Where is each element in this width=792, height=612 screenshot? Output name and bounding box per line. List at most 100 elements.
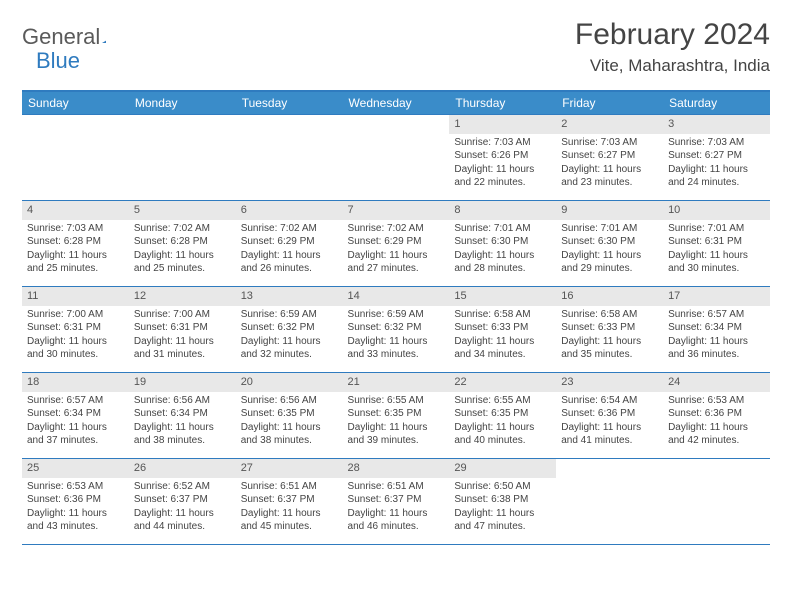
- day-number: 8: [449, 201, 556, 220]
- day-details: Sunrise: 6:56 AMSunset: 6:35 PMDaylight:…: [236, 392, 343, 452]
- calendar-cell: 7Sunrise: 7:02 AMSunset: 6:29 PMDaylight…: [343, 201, 450, 287]
- calendar-table: SundayMondayTuesdayWednesdayThursdayFrid…: [22, 90, 770, 545]
- calendar-cell: 18Sunrise: 6:57 AMSunset: 6:34 PMDayligh…: [22, 373, 129, 459]
- day-number: 27: [236, 459, 343, 478]
- day-details: Sunrise: 7:01 AMSunset: 6:30 PMDaylight:…: [449, 220, 556, 280]
- day-details: Sunrise: 7:00 AMSunset: 6:31 PMDaylight:…: [22, 306, 129, 366]
- calendar-cell: 19Sunrise: 6:56 AMSunset: 6:34 PMDayligh…: [129, 373, 236, 459]
- day-details: Sunrise: 7:01 AMSunset: 6:30 PMDaylight:…: [556, 220, 663, 280]
- day-number: 7: [343, 201, 450, 220]
- calendar-cell: 21Sunrise: 6:55 AMSunset: 6:35 PMDayligh…: [343, 373, 450, 459]
- calendar-cell: 13Sunrise: 6:59 AMSunset: 6:32 PMDayligh…: [236, 287, 343, 373]
- calendar-cell: [129, 115, 236, 201]
- calendar-row: 4Sunrise: 7:03 AMSunset: 6:28 PMDaylight…: [22, 201, 770, 287]
- day-number: 25: [22, 459, 129, 478]
- calendar-cell: 20Sunrise: 6:56 AMSunset: 6:35 PMDayligh…: [236, 373, 343, 459]
- day-details: Sunrise: 6:55 AMSunset: 6:35 PMDaylight:…: [343, 392, 450, 452]
- weekday-header: Saturday: [663, 91, 770, 115]
- calendar-cell: 11Sunrise: 7:00 AMSunset: 6:31 PMDayligh…: [22, 287, 129, 373]
- weekday-header: Monday: [129, 91, 236, 115]
- logo-triangle-icon: [102, 29, 106, 45]
- calendar-row: 1Sunrise: 7:03 AMSunset: 6:26 PMDaylight…: [22, 115, 770, 201]
- calendar-cell: 10Sunrise: 7:01 AMSunset: 6:31 PMDayligh…: [663, 201, 770, 287]
- month-title: February 2024: [575, 18, 770, 52]
- calendar-cell: 6Sunrise: 7:02 AMSunset: 6:29 PMDaylight…: [236, 201, 343, 287]
- logo-text-2-wrap: Blue: [36, 48, 80, 74]
- calendar-cell: 17Sunrise: 6:57 AMSunset: 6:34 PMDayligh…: [663, 287, 770, 373]
- weekday-header: Thursday: [449, 91, 556, 115]
- header: General February 2024 Vite, Maharashtra,…: [22, 18, 770, 76]
- day-details: Sunrise: 6:59 AMSunset: 6:32 PMDaylight:…: [343, 306, 450, 366]
- calendar-cell: 12Sunrise: 7:00 AMSunset: 6:31 PMDayligh…: [129, 287, 236, 373]
- day-details: Sunrise: 7:02 AMSunset: 6:29 PMDaylight:…: [343, 220, 450, 280]
- day-number: 28: [343, 459, 450, 478]
- calendar-row: 11Sunrise: 7:00 AMSunset: 6:31 PMDayligh…: [22, 287, 770, 373]
- day-number: 23: [556, 373, 663, 392]
- day-number: 3: [663, 115, 770, 134]
- calendar-body: 1Sunrise: 7:03 AMSunset: 6:26 PMDaylight…: [22, 115, 770, 545]
- day-number: 2: [556, 115, 663, 134]
- day-number: 6: [236, 201, 343, 220]
- weekday-header: Wednesday: [343, 91, 450, 115]
- calendar-head: SundayMondayTuesdayWednesdayThursdayFrid…: [22, 91, 770, 115]
- calendar-cell: 9Sunrise: 7:01 AMSunset: 6:30 PMDaylight…: [556, 201, 663, 287]
- logo-text-1: General: [22, 24, 100, 50]
- day-number: 24: [663, 373, 770, 392]
- calendar-cell: 2Sunrise: 7:03 AMSunset: 6:27 PMDaylight…: [556, 115, 663, 201]
- day-details: Sunrise: 6:54 AMSunset: 6:36 PMDaylight:…: [556, 392, 663, 452]
- day-details: Sunrise: 7:00 AMSunset: 6:31 PMDaylight:…: [129, 306, 236, 366]
- day-details: Sunrise: 6:58 AMSunset: 6:33 PMDaylight:…: [449, 306, 556, 366]
- calendar-cell: 29Sunrise: 6:50 AMSunset: 6:38 PMDayligh…: [449, 459, 556, 545]
- calendar-cell: 8Sunrise: 7:01 AMSunset: 6:30 PMDaylight…: [449, 201, 556, 287]
- calendar-row: 18Sunrise: 6:57 AMSunset: 6:34 PMDayligh…: [22, 373, 770, 459]
- day-number: 4: [22, 201, 129, 220]
- calendar-cell: 4Sunrise: 7:03 AMSunset: 6:28 PMDaylight…: [22, 201, 129, 287]
- day-number: 13: [236, 287, 343, 306]
- day-details: Sunrise: 7:03 AMSunset: 6:27 PMDaylight:…: [556, 134, 663, 194]
- calendar-cell: 25Sunrise: 6:53 AMSunset: 6:36 PMDayligh…: [22, 459, 129, 545]
- day-number: 12: [129, 287, 236, 306]
- day-details: Sunrise: 6:51 AMSunset: 6:37 PMDaylight:…: [343, 478, 450, 538]
- day-number: 15: [449, 287, 556, 306]
- weekday-row: SundayMondayTuesdayWednesdayThursdayFrid…: [22, 91, 770, 115]
- day-number: 20: [236, 373, 343, 392]
- day-details: Sunrise: 6:53 AMSunset: 6:36 PMDaylight:…: [663, 392, 770, 452]
- day-details: Sunrise: 6:55 AMSunset: 6:35 PMDaylight:…: [449, 392, 556, 452]
- calendar-cell: 5Sunrise: 7:02 AMSunset: 6:28 PMDaylight…: [129, 201, 236, 287]
- day-number: 21: [343, 373, 450, 392]
- day-details: Sunrise: 6:52 AMSunset: 6:37 PMDaylight:…: [129, 478, 236, 538]
- day-number: 26: [129, 459, 236, 478]
- weekday-header: Tuesday: [236, 91, 343, 115]
- calendar-cell: 26Sunrise: 6:52 AMSunset: 6:37 PMDayligh…: [129, 459, 236, 545]
- logo-text-2: Blue: [36, 48, 80, 73]
- day-number: 19: [129, 373, 236, 392]
- calendar-cell: 23Sunrise: 6:54 AMSunset: 6:36 PMDayligh…: [556, 373, 663, 459]
- day-details: Sunrise: 7:01 AMSunset: 6:31 PMDaylight:…: [663, 220, 770, 280]
- day-details: Sunrise: 6:53 AMSunset: 6:36 PMDaylight:…: [22, 478, 129, 538]
- logo: General: [22, 18, 126, 50]
- day-number: 9: [556, 201, 663, 220]
- calendar-cell: 27Sunrise: 6:51 AMSunset: 6:37 PMDayligh…: [236, 459, 343, 545]
- day-number: 10: [663, 201, 770, 220]
- calendar-cell: [236, 115, 343, 201]
- day-details: Sunrise: 7:02 AMSunset: 6:28 PMDaylight:…: [129, 220, 236, 280]
- day-details: Sunrise: 7:02 AMSunset: 6:29 PMDaylight:…: [236, 220, 343, 280]
- day-number: 17: [663, 287, 770, 306]
- calendar-cell: 3Sunrise: 7:03 AMSunset: 6:27 PMDaylight…: [663, 115, 770, 201]
- day-details: Sunrise: 6:57 AMSunset: 6:34 PMDaylight:…: [663, 306, 770, 366]
- day-number: 5: [129, 201, 236, 220]
- calendar-cell: 1Sunrise: 7:03 AMSunset: 6:26 PMDaylight…: [449, 115, 556, 201]
- day-details: Sunrise: 6:58 AMSunset: 6:33 PMDaylight:…: [556, 306, 663, 366]
- day-details: Sunrise: 6:56 AMSunset: 6:34 PMDaylight:…: [129, 392, 236, 452]
- day-number: 22: [449, 373, 556, 392]
- calendar-cell: [556, 459, 663, 545]
- calendar-cell: 28Sunrise: 6:51 AMSunset: 6:37 PMDayligh…: [343, 459, 450, 545]
- calendar-cell: 16Sunrise: 6:58 AMSunset: 6:33 PMDayligh…: [556, 287, 663, 373]
- day-number: 29: [449, 459, 556, 478]
- weekday-header: Sunday: [22, 91, 129, 115]
- weekday-header: Friday: [556, 91, 663, 115]
- day-number: 14: [343, 287, 450, 306]
- day-details: Sunrise: 7:03 AMSunset: 6:26 PMDaylight:…: [449, 134, 556, 194]
- day-number: 1: [449, 115, 556, 134]
- calendar-cell: [343, 115, 450, 201]
